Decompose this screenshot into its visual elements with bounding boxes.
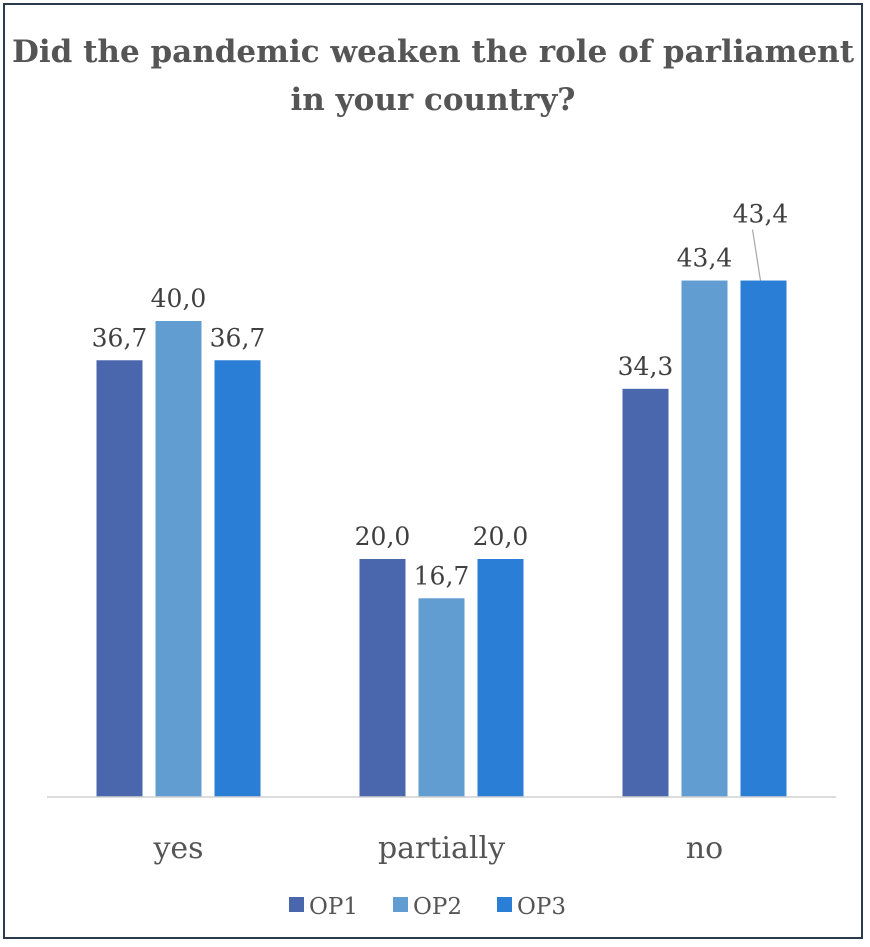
data-label: 40,0 bbox=[151, 284, 207, 313]
x-tick-label: no bbox=[686, 831, 723, 866]
data-label: 34,3 bbox=[618, 352, 674, 381]
bars bbox=[96, 280, 787, 797]
bar-op1-no bbox=[622, 388, 669, 797]
legend-swatch-op3 bbox=[497, 897, 512, 912]
bar-op2-yes bbox=[155, 321, 202, 797]
chart-title: Did the pandemic weaken the role of parl… bbox=[11, 34, 855, 118]
legend: OP1 OP2 OP3 bbox=[289, 894, 566, 920]
bar-op3-partially bbox=[477, 559, 524, 797]
legend-label-op1: OP1 bbox=[309, 894, 358, 920]
data-label: 43,4 bbox=[677, 244, 733, 273]
data-label-leader-line bbox=[751, 229, 762, 281]
legend-label-op3: OP3 bbox=[517, 894, 566, 920]
legend-swatch-op2 bbox=[393, 897, 408, 912]
data-label: 36,7 bbox=[92, 323, 148, 352]
data-labels: 36,740,036,7 20,016,720,0 34,3 43,443,4 bbox=[92, 200, 789, 591]
bar-op1-partially bbox=[359, 559, 406, 797]
bar-op3-yes bbox=[214, 360, 261, 797]
data-label: 43,4 bbox=[733, 200, 789, 229]
x-tick-label: yes bbox=[152, 831, 203, 866]
bar-op2-partially bbox=[418, 598, 465, 797]
data-label: 20,0 bbox=[473, 522, 529, 551]
bar-op3-no bbox=[740, 280, 787, 797]
legend-swatch-op1 bbox=[289, 897, 304, 912]
bar-op1-yes bbox=[96, 360, 143, 797]
data-label: 36,7 bbox=[210, 323, 266, 352]
bar-op2-no bbox=[681, 280, 728, 797]
x-tick-label: partially bbox=[378, 831, 505, 866]
data-label: 16,7 bbox=[414, 561, 470, 590]
x-tick-labels: yes partially no bbox=[152, 831, 723, 866]
legend-label-op2: OP2 bbox=[413, 894, 462, 920]
data-label: 20,0 bbox=[355, 522, 411, 551]
